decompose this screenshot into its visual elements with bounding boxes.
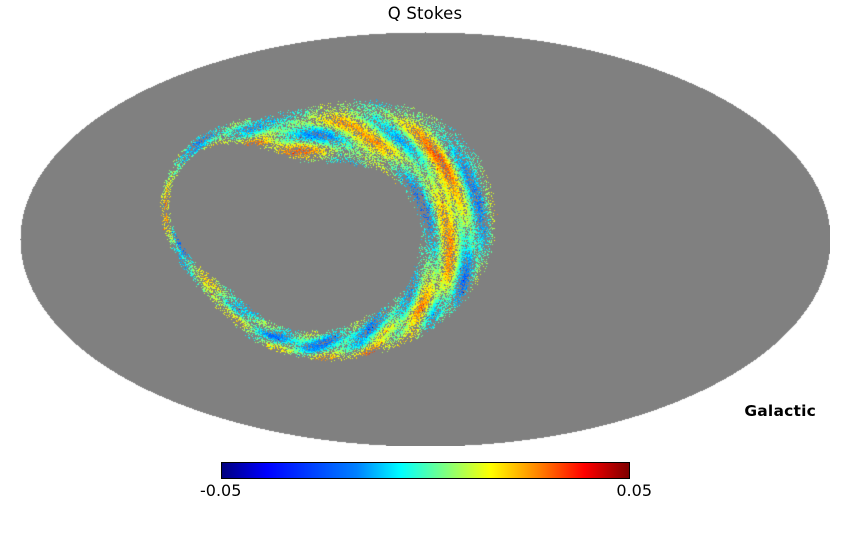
sky-map-canvas — [20, 32, 830, 446]
colorbar-max-label: 0.05 — [616, 481, 652, 500]
page-title: Q Stokes — [387, 4, 463, 23]
mollweide-projection-area — [20, 32, 830, 446]
colorbar-min-label: -0.05 — [200, 481, 242, 500]
coordinate-system-label: Galactic — [744, 402, 816, 420]
colorbar: -0.05 0.05 — [200, 460, 652, 506]
colorbar-gradient — [221, 462, 630, 479]
